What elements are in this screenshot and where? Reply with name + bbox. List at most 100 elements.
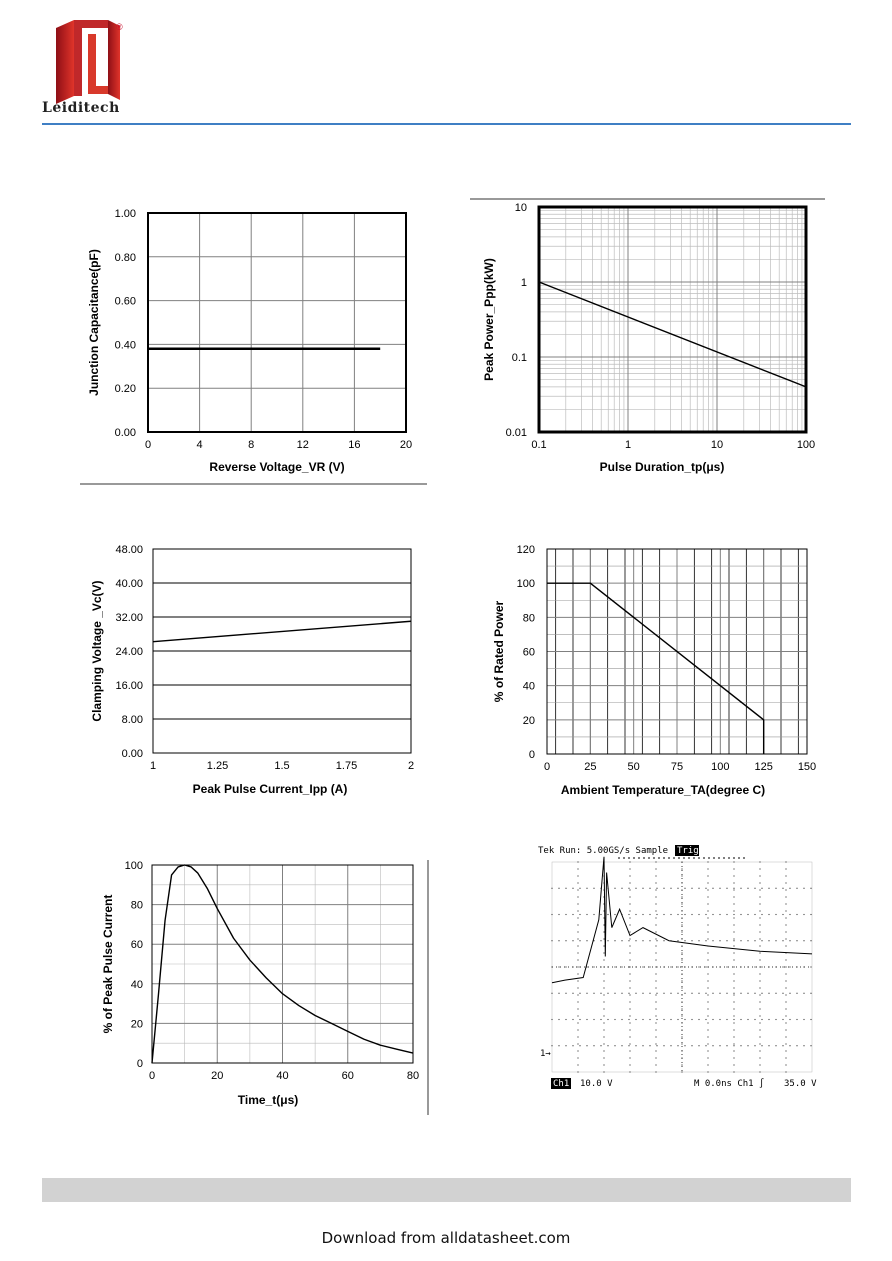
graticule-dot <box>761 1018 763 1021</box>
graticule-dot <box>577 1022 579 1024</box>
graticule-dot <box>642 992 644 994</box>
leiditech-logo: ® <box>52 14 130 106</box>
graticule-dot <box>635 887 637 889</box>
series-line <box>547 582 765 754</box>
graticule-dot <box>614 966 616 968</box>
scope-ground-marker: 1→ <box>540 1049 551 1059</box>
graticule-dot <box>577 903 579 905</box>
graticule-dot <box>558 966 560 968</box>
y-tick-label: 0.20 <box>115 383 136 395</box>
graticule-dot <box>785 903 787 905</box>
graticule-dot <box>785 1057 787 1059</box>
graticule-dot <box>733 1029 735 1031</box>
footer-bar <box>42 1178 851 1202</box>
graticule-dot <box>759 938 761 940</box>
scope-header-text: Tek Run: 5.00GS/s Sample <box>538 846 668 856</box>
graticule-dot <box>577 952 579 954</box>
x-tick-label: 1 <box>150 760 156 772</box>
graticule-dot <box>768 913 770 916</box>
graticule-dot <box>628 992 630 994</box>
graticule-dot <box>681 903 683 905</box>
graticule-dot <box>733 882 735 884</box>
graticule-dot <box>655 1043 657 1045</box>
graticule-dot <box>785 889 787 891</box>
y-tick-label: 40.00 <box>115 578 143 590</box>
graticule-dot <box>677 887 679 889</box>
x-tick-label: 0 <box>149 1070 155 1082</box>
graticule-dot <box>796 913 798 916</box>
graticule-dot <box>759 896 761 898</box>
scope-trigger-level: 35.0 V <box>784 1079 817 1089</box>
graticule-dot <box>586 1018 588 1021</box>
graticule-dot <box>803 1018 805 1021</box>
graticule-dot <box>577 889 579 891</box>
graticule-dot <box>681 896 683 898</box>
graticule-dot <box>614 992 616 994</box>
graticule-dot <box>691 887 693 889</box>
graticule-dot <box>649 966 651 968</box>
x-axis-label: Ambient Temperature_TA(degree C) <box>561 783 765 797</box>
graticule-dot <box>629 959 631 961</box>
graticule-dot <box>733 1015 735 1017</box>
graticule-dot <box>785 931 787 933</box>
graticule-dot <box>670 887 672 889</box>
chart-power-derating: 0 25 50 75 100 125 150 0 20 40 60 80 100 120 Ambient T… <box>492 544 816 797</box>
graticule-dot <box>565 913 567 916</box>
graticule-dot <box>655 1064 657 1066</box>
graticule-dot <box>785 882 787 884</box>
graticule-dot <box>759 1015 761 1017</box>
graticule-dot <box>775 940 777 942</box>
x-axis-label: Reverse Voltage_VR (V) <box>209 460 344 474</box>
graticule-dot <box>707 861 709 863</box>
graticule-dot <box>558 913 560 916</box>
graticule-dot <box>803 913 805 916</box>
graticule-dot <box>761 1045 763 1047</box>
graticule-dot <box>656 913 658 916</box>
graticule-dot <box>684 1018 686 1021</box>
graticule-dot <box>663 1018 665 1021</box>
graticule-dot <box>775 913 777 916</box>
graticule-dot <box>572 887 574 889</box>
graticule-dot <box>629 861 631 863</box>
graticule-dot <box>759 1064 761 1066</box>
charts-canvas: 0 4 8 12 16 200.000.200.400.600.801.00Reverse… <box>80 198 825 1115</box>
graticule-dot <box>565 966 567 968</box>
graticule-dot <box>733 994 735 996</box>
graticule-dot <box>785 1008 787 1010</box>
graticule-dot <box>768 1018 770 1021</box>
graticule-dot <box>655 952 657 954</box>
graticule-dot <box>629 966 631 968</box>
graticule-dot <box>565 1018 567 1021</box>
graticule-dot <box>796 887 798 889</box>
graticule-dot <box>565 992 567 994</box>
graticule-dot <box>603 1036 605 1038</box>
x-tick-label: 60 <box>342 1070 354 1082</box>
graticule-dot <box>586 966 588 968</box>
graticule-dot <box>642 1045 644 1047</box>
y-axis-label: % of Rated Power <box>492 601 506 703</box>
graticule-dot <box>759 917 761 919</box>
x-tick-label: 50 <box>628 761 640 773</box>
graticule-dot <box>629 1036 631 1038</box>
graticule-dot <box>629 952 631 954</box>
x-tick-label: 4 <box>197 439 203 451</box>
graticule-dot <box>677 992 679 994</box>
graticule-dot <box>577 959 579 961</box>
oscilloscope-capture: Tek Run: 5.00GS/s Sample Trig? 1→ Ch1 10… <box>538 845 817 1089</box>
graticule-dot <box>733 910 735 912</box>
graticule-dot <box>655 896 657 898</box>
x-tick-label: 40 <box>276 1070 288 1082</box>
graticule-dot <box>740 940 742 942</box>
y-tick-label: 8.00 <box>122 714 143 726</box>
graticule-dot <box>572 940 574 942</box>
graticule-dot <box>577 917 579 919</box>
graticule-dot <box>707 994 709 996</box>
graticule-dot <box>707 1071 709 1073</box>
graticule-dot <box>629 945 631 947</box>
graticule-dot <box>579 1018 581 1021</box>
y-axis-label: Clamping Voltage _Vc(V) <box>90 580 104 721</box>
graticule-dot <box>789 913 791 916</box>
graticule-dot <box>768 887 770 889</box>
graticule-dot <box>593 966 595 968</box>
graticule-dot <box>782 992 784 994</box>
